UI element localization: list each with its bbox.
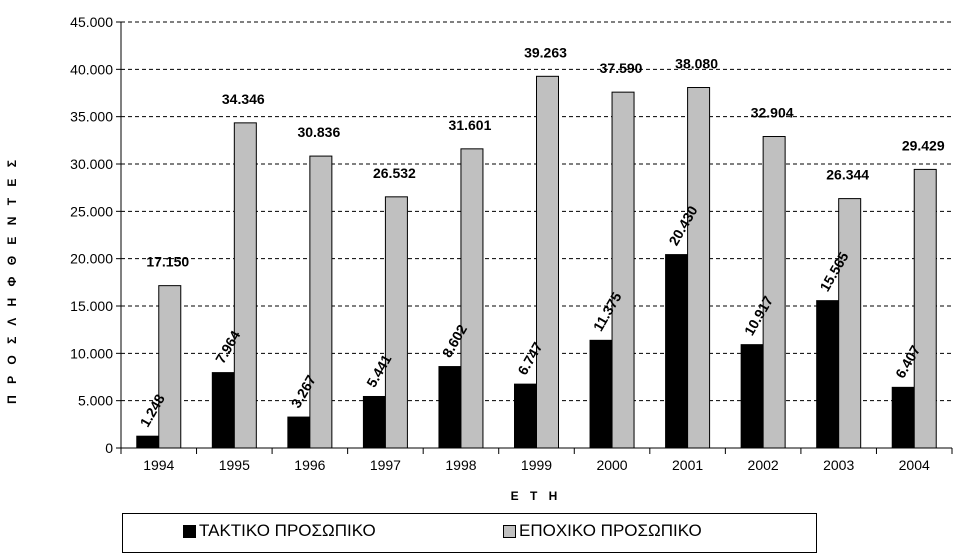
y-tick-label: 0 <box>105 440 113 456</box>
y-tick-label: 25.000 <box>70 203 113 219</box>
data-label-seasonal: 30.836 <box>297 124 340 140</box>
x-tick-label: 1994 <box>143 457 174 473</box>
y-tick-label: 15.000 <box>70 298 113 314</box>
legend-label-series-2: ΕΠΟΧΙΚΟ ΠΡΟΣΩΠΙΚΟ <box>519 521 702 540</box>
bar-seasonal <box>687 87 711 449</box>
bar-tactical <box>287 416 311 449</box>
data-label-seasonal: 26.344 <box>826 167 869 183</box>
bar-chart: 0 5.000 10.000 15.000 20.000 25.000 30.000 35.0… <box>5 14 953 503</box>
bar-seasonal <box>309 155 333 449</box>
legend-swatch-series-1 <box>183 524 196 538</box>
bar-tactical <box>438 366 462 449</box>
x-tick-label: 2003 <box>823 457 854 473</box>
x-tick-label: 1997 <box>370 457 401 473</box>
bar-tactical <box>362 395 386 449</box>
y-tick-label: 5.000 <box>78 393 113 409</box>
data-label-seasonal: 26.532 <box>373 165 416 181</box>
y-tick-label: 20.000 <box>70 251 113 267</box>
data-label-seasonal: 17.150 <box>146 254 189 270</box>
data-label-seasonal: 31.601 <box>449 117 492 133</box>
y-tick-label: 35.000 <box>70 109 113 125</box>
x-tick-label: 1999 <box>521 457 552 473</box>
bar-seasonal <box>762 136 786 449</box>
data-label-seasonal: 39.263 <box>524 44 567 60</box>
bar-seasonal <box>233 122 257 449</box>
y-axis: 0 5.000 10.000 15.000 20.000 25.000 30.000 35.0… <box>70 14 122 456</box>
x-axis-title: Ε Τ Η <box>511 489 562 503</box>
bars <box>136 75 937 449</box>
bar-seasonal <box>158 285 182 449</box>
y-tick-label: 45.000 <box>70 14 113 30</box>
data-label-seasonal: 34.346 <box>222 91 265 107</box>
x-tick-label: 1998 <box>445 457 476 473</box>
bar-seasonal <box>460 148 484 449</box>
bar-tactical <box>589 339 613 449</box>
y-tick-label: 10.000 <box>70 345 113 361</box>
x-tick-label: 2001 <box>672 457 703 473</box>
data-label-seasonal: 29.429 <box>902 137 945 153</box>
legend-item-series-1: ΤΑΚΤΙΚΟ ΠΡΟΣΩΠΙΚΟ <box>183 521 376 541</box>
x-axis: 1994 1995 1996 1997 1998 1999 2000 2001 2002 2003… <box>120 447 953 473</box>
y-axis-title: Π Ρ Ο Σ Λ Η Φ Θ Ε Ν Τ Ε Σ <box>5 156 19 404</box>
y-tick-label: 40.000 <box>70 61 113 77</box>
x-tick-label: 2004 <box>899 457 930 473</box>
x-tick-label: 1996 <box>294 457 325 473</box>
bar-seasonal <box>611 91 635 449</box>
bar-tactical <box>816 300 840 449</box>
bar-tactical <box>740 344 764 449</box>
bar-tactical <box>514 383 537 449</box>
data-label-seasonal: 37.590 <box>600 60 643 76</box>
bar-seasonal <box>913 168 937 449</box>
bar-tactical <box>211 372 235 449</box>
legend-item-series-2: ΕΠΟΧΙΚΟ ΠΡΟΣΩΠΙΚΟ <box>503 521 702 541</box>
data-label-seasonal: 38.080 <box>675 56 718 72</box>
x-tick-label: 2002 <box>748 457 779 473</box>
legend-swatch-series-2 <box>503 524 516 538</box>
bar-seasonal <box>838 198 862 449</box>
bar-tactical <box>891 386 915 449</box>
x-tick-label: 2000 <box>596 457 627 473</box>
legend-label-series-1: ΤΑΚΤΙΚΟ ΠΡΟΣΩΠΙΚΟ <box>199 521 376 540</box>
bar-seasonal <box>384 196 408 449</box>
y-tick-label: 30.000 <box>70 156 113 172</box>
legend: ΤΑΚΤΙΚΟ ΠΡΟΣΩΠΙΚΟ ΕΠΟΧΙΚΟ ΠΡΟΣΩΠΙΚΟ <box>122 513 817 553</box>
bar-tactical <box>136 435 160 449</box>
x-tick-label: 1995 <box>219 457 250 473</box>
data-label-seasonal: 32.904 <box>751 105 794 121</box>
bar-seasonal <box>536 75 559 449</box>
bar-tactical <box>665 254 689 449</box>
